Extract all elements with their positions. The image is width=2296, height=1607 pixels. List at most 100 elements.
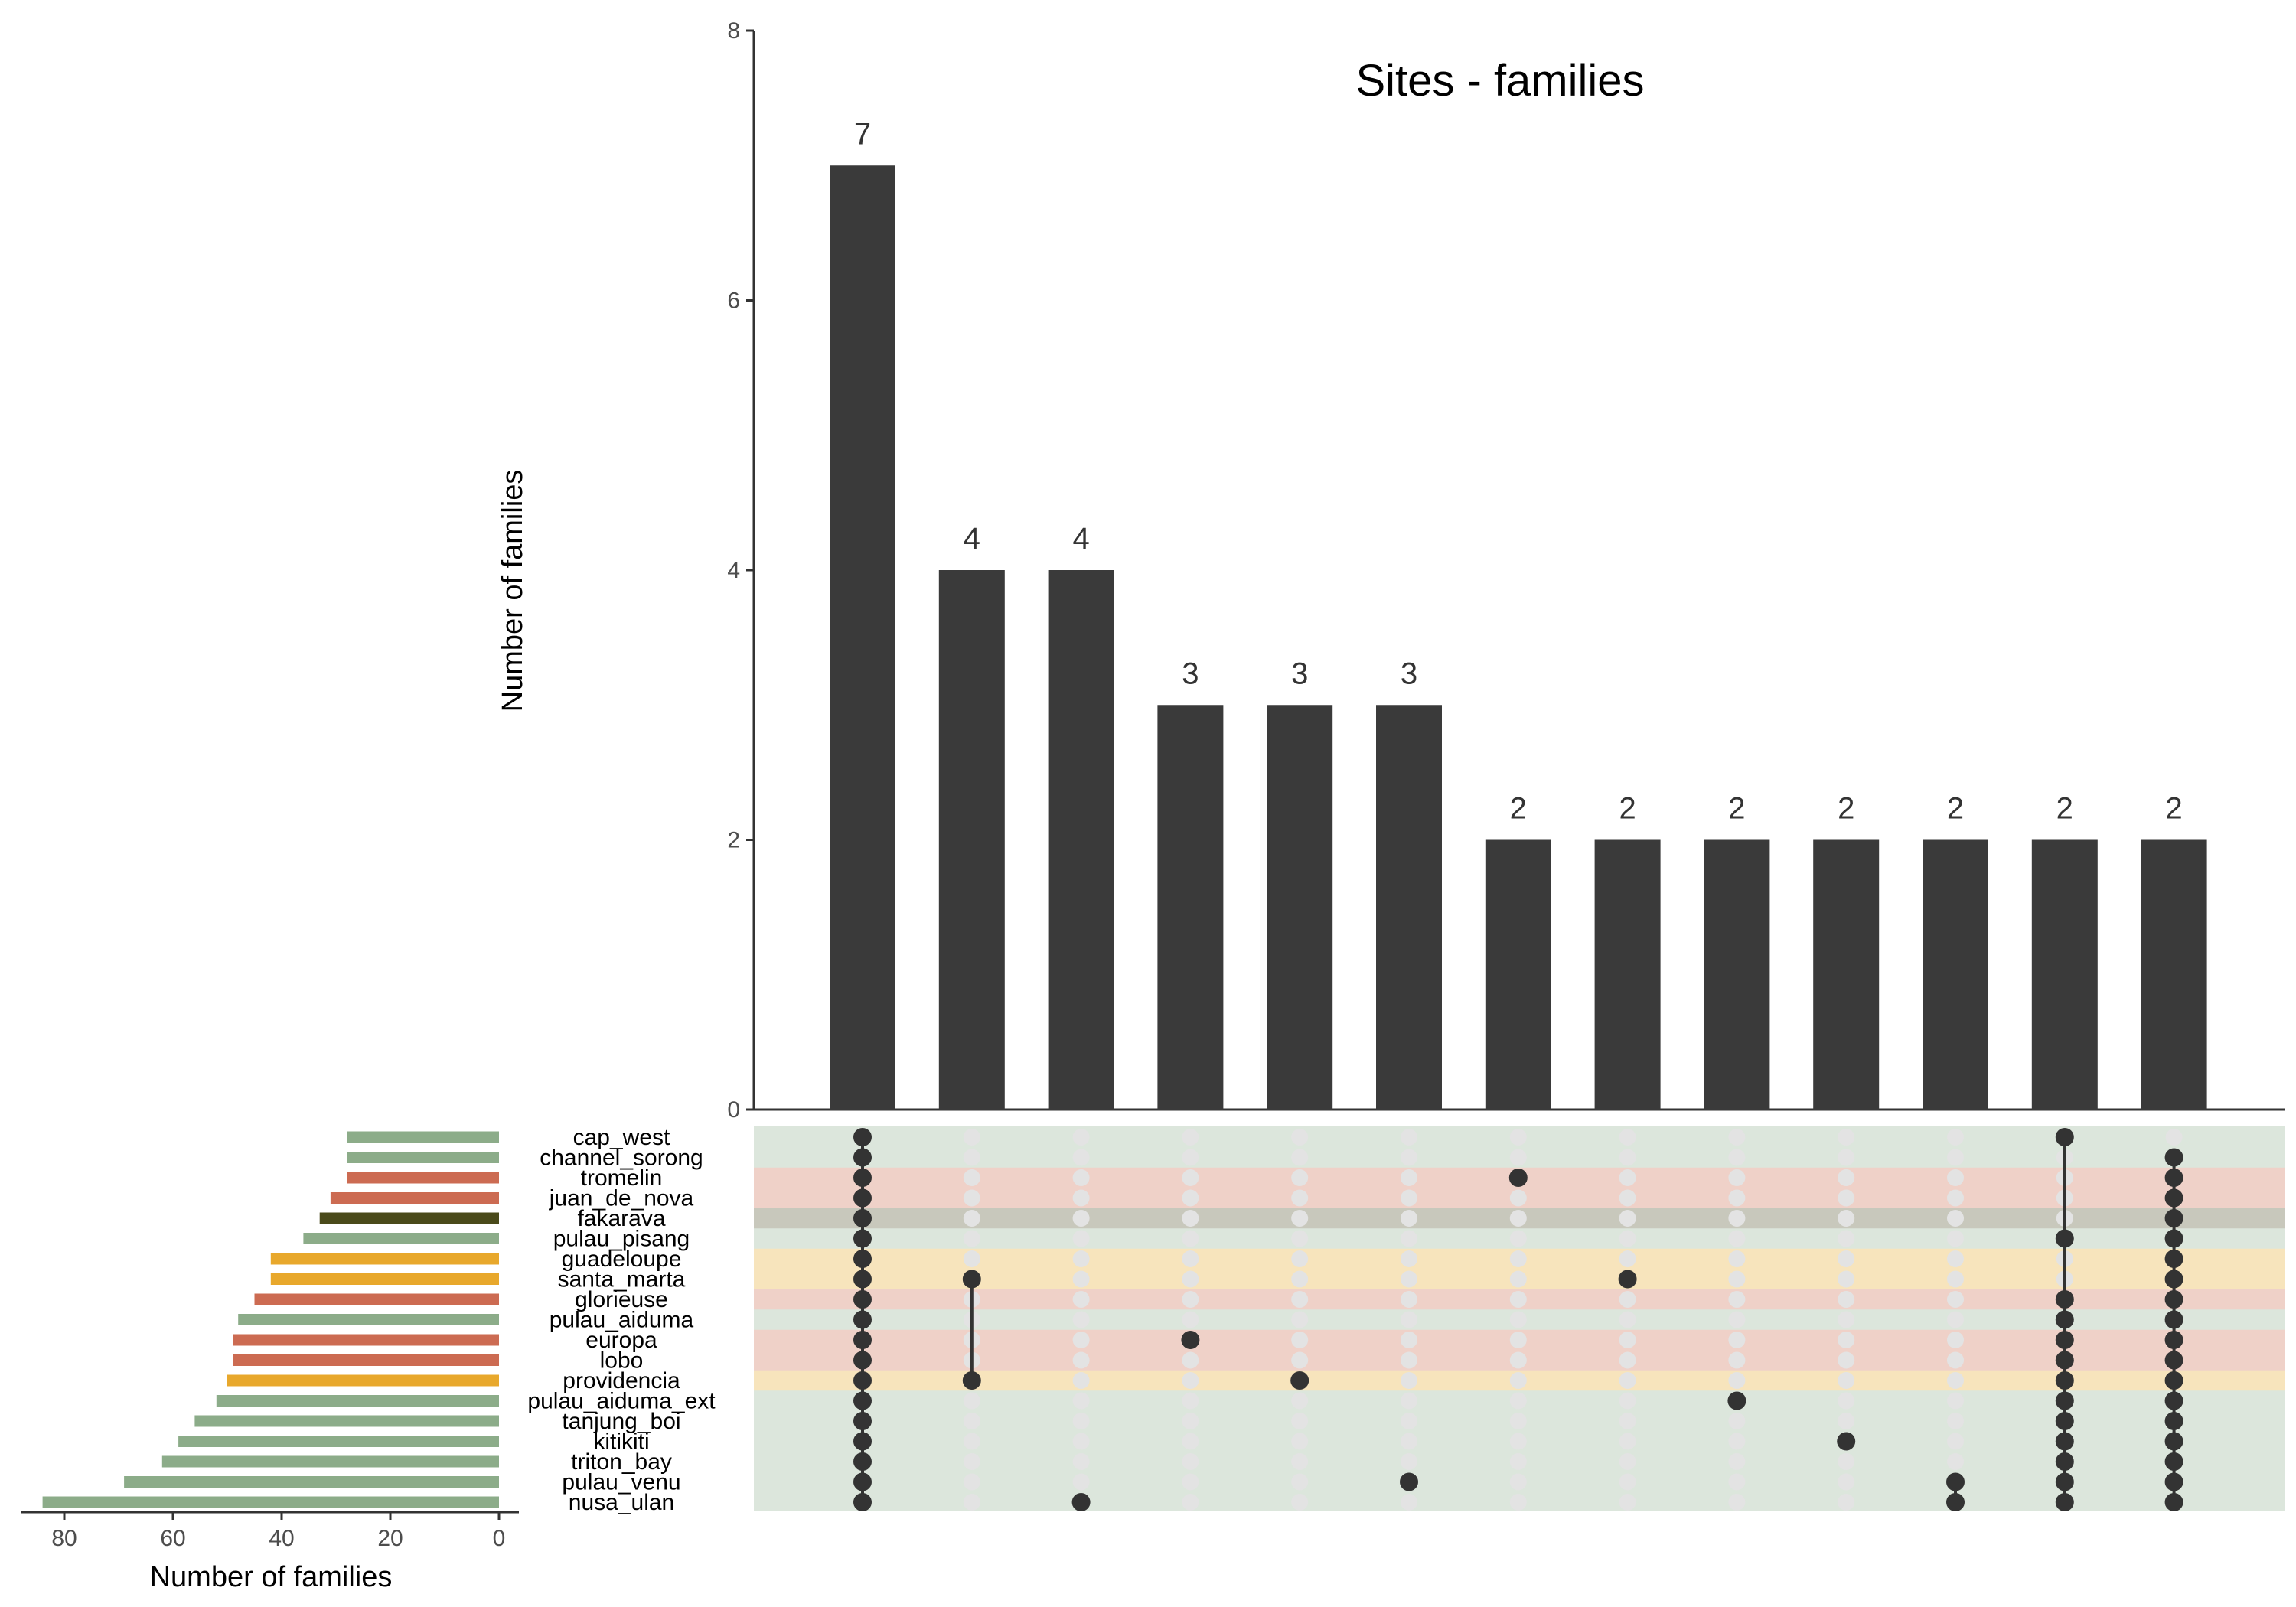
set-name-label: nusa_ulan xyxy=(569,1490,674,1515)
matrix-dot-active xyxy=(853,1472,872,1491)
matrix-dot-inactive xyxy=(1182,1494,1199,1511)
set-size-bar xyxy=(161,1455,500,1468)
set-name-label: pulau_venu xyxy=(562,1470,680,1495)
matrix-dot-active xyxy=(2164,1371,2183,1390)
matrix-dot-inactive xyxy=(1401,1413,1417,1429)
matrix-dot-inactive xyxy=(1838,1372,1855,1389)
matrix-dot-inactive xyxy=(1072,1230,1090,1247)
matrix-dot-inactive xyxy=(1619,1332,1636,1348)
matrix-dot-inactive xyxy=(1401,1250,1417,1267)
matrix-dot-inactive xyxy=(1947,1210,1964,1227)
matrix-dot-inactive xyxy=(1182,1270,1199,1288)
intersection-bar xyxy=(1048,570,1114,1110)
intersection-bar xyxy=(2031,839,2098,1110)
matrix-dot-active xyxy=(853,1148,872,1167)
matrix-dot-active xyxy=(853,1493,872,1511)
chart-title: Sites - families xyxy=(1355,56,1644,106)
matrix-dot-inactive xyxy=(1619,1210,1636,1227)
matrix-dot-active xyxy=(2164,1432,2183,1451)
matrix-dot-inactive xyxy=(1509,1372,1527,1389)
matrix-dot-inactive xyxy=(1182,1392,1199,1410)
set-size-bar xyxy=(233,1354,499,1366)
matrix-dot-inactive xyxy=(1291,1189,1309,1207)
matrix-dot-active xyxy=(2164,1250,2183,1268)
intersection-bar xyxy=(1594,839,1661,1110)
matrix-dot-inactive xyxy=(1509,1129,1527,1146)
matrix-dot-inactive xyxy=(1619,1413,1636,1429)
matrix-dot-inactive xyxy=(1401,1129,1417,1146)
matrix-dot-inactive xyxy=(1838,1210,1855,1227)
matrix-dot-inactive xyxy=(1728,1372,1746,1389)
matrix-dot-active xyxy=(853,1391,872,1410)
matrix-dot-active xyxy=(1727,1391,1746,1410)
y-tick-label: 6 xyxy=(727,288,740,314)
matrix-dot-inactive xyxy=(1728,1169,1746,1186)
matrix-dot-active xyxy=(962,1270,981,1289)
matrix-dot-inactive xyxy=(1401,1351,1417,1369)
y-tick-label: 2 xyxy=(727,828,740,853)
matrix-dot-inactive xyxy=(1619,1494,1636,1511)
matrix-dot-inactive xyxy=(1072,1433,1090,1450)
matrix-dot-active xyxy=(853,1290,872,1309)
set-size-bar xyxy=(347,1172,499,1184)
matrix-dot-inactive xyxy=(1728,1210,1746,1227)
set-size-bar xyxy=(347,1152,499,1163)
set-name-label: triton_bay xyxy=(571,1449,672,1475)
set-size-bar xyxy=(347,1131,499,1143)
matrix-dot-inactive xyxy=(1509,1332,1527,1348)
set-size-bar xyxy=(254,1293,499,1305)
intersection-bar xyxy=(938,570,1005,1110)
matrix-dot-active xyxy=(853,1331,872,1349)
matrix-dot-inactive xyxy=(1728,1351,1746,1369)
matrix-dot-inactive xyxy=(1947,1149,1964,1166)
matrix-dot-inactive xyxy=(1072,1473,1090,1491)
matrix-dot-inactive xyxy=(1182,1250,1199,1267)
matrix-dot-active xyxy=(2164,1169,2183,1187)
set-name-label: santa_marta xyxy=(558,1267,686,1292)
matrix-dot-inactive xyxy=(1072,1210,1090,1227)
matrix-dot-inactive xyxy=(1509,1311,1527,1328)
matrix-dot-inactive xyxy=(1947,1169,1964,1186)
matrix-dot-inactive xyxy=(1291,1291,1309,1308)
set-size-bar xyxy=(303,1233,499,1244)
matrix-dot-inactive xyxy=(963,1453,980,1470)
matrix-dot-active xyxy=(1400,1472,1418,1491)
matrix-dot-inactive xyxy=(963,1433,980,1450)
matrix-dot-inactive xyxy=(963,1169,980,1186)
matrix-dot-inactive xyxy=(1838,1270,1855,1288)
matrix-dot-inactive xyxy=(1619,1311,1636,1328)
matrix-dot-inactive xyxy=(1947,1392,1964,1410)
matrix-dot-inactive xyxy=(1182,1473,1199,1491)
matrix-dot-active xyxy=(2164,1310,2183,1329)
matrix-dot-inactive xyxy=(1838,1413,1855,1429)
matrix-dot-inactive xyxy=(1072,1311,1090,1328)
matrix-dot-inactive xyxy=(1291,1453,1309,1470)
matrix-dot-inactive xyxy=(1072,1169,1090,1186)
matrix-dot-inactive xyxy=(1182,1433,1199,1450)
intersection-bar xyxy=(1813,839,1880,1110)
matrix-dot-inactive xyxy=(1291,1494,1309,1511)
matrix-dot-active xyxy=(2164,1493,2183,1511)
set-size-tick-label: 0 xyxy=(493,1526,506,1551)
matrix-dot-inactive xyxy=(1728,1250,1746,1267)
matrix-dot-inactive xyxy=(1072,1129,1090,1146)
bar-value-label: 4 xyxy=(964,522,980,556)
matrix-dot-inactive xyxy=(1947,1332,1964,1348)
set-size-axis-title: Number of families xyxy=(150,1561,393,1593)
set-size-bar xyxy=(330,1192,499,1204)
matrix-dot-active xyxy=(853,1250,872,1268)
matrix-dot-inactive xyxy=(1838,1494,1855,1511)
matrix-dot-active xyxy=(2055,1128,2074,1146)
set-size-tick-label: 60 xyxy=(160,1526,185,1551)
matrix-dot-active xyxy=(853,1169,872,1187)
bar-value-label: 2 xyxy=(1728,792,1745,826)
matrix-dot-inactive xyxy=(1509,1210,1527,1227)
matrix-dot-inactive xyxy=(1509,1473,1527,1491)
matrix-dot-inactive xyxy=(1619,1351,1636,1369)
set-name-label: lobo xyxy=(600,1348,644,1374)
matrix-dot-inactive xyxy=(1509,1270,1527,1288)
matrix-dot-inactive xyxy=(1072,1413,1090,1429)
set-name-label: kitikiti xyxy=(593,1429,649,1455)
set-name-label: tromelin xyxy=(581,1165,663,1191)
matrix-dot-inactive xyxy=(1401,1210,1417,1227)
